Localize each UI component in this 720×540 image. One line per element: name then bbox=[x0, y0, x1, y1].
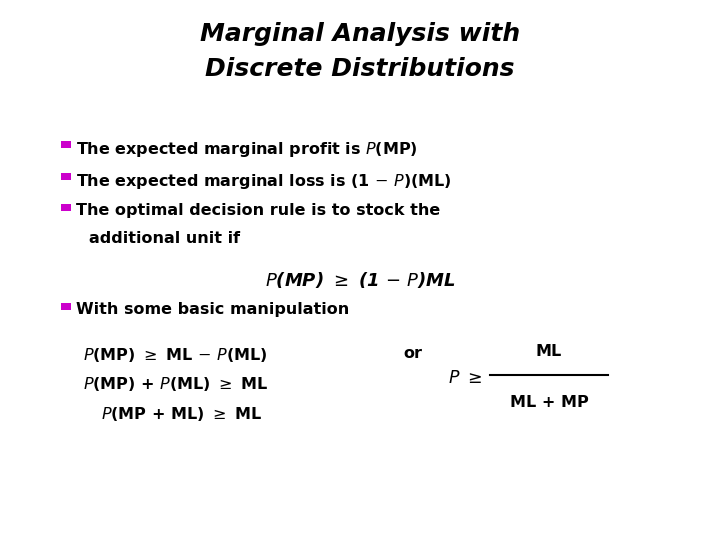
Text: or: or bbox=[403, 346, 422, 361]
Text: The expected marginal loss is (1 $-$ $\mathit{P}$)(ML): The expected marginal loss is (1 $-$ $\m… bbox=[76, 172, 451, 191]
Bar bbox=[61, 204, 71, 211]
Text: $\mathit{P}$(MP + ML) $\geq$ ML: $\mathit{P}$(MP + ML) $\geq$ ML bbox=[101, 405, 262, 423]
Text: ML: ML bbox=[536, 343, 562, 359]
Bar bbox=[61, 172, 71, 179]
Text: With some basic manipulation: With some basic manipulation bbox=[76, 302, 349, 318]
Text: additional unit if: additional unit if bbox=[89, 231, 240, 246]
Text: Discrete Distributions: Discrete Distributions bbox=[205, 57, 515, 80]
Text: $\mathit{P}$(MP) $\geq$ ML $-$ $\mathit{P}$(ML): $\mathit{P}$(MP) $\geq$ ML $-$ $\mathit{… bbox=[83, 346, 267, 363]
Text: ML + MP: ML + MP bbox=[510, 395, 588, 410]
Bar bbox=[61, 303, 71, 310]
Text: The optimal decision rule is to stock the: The optimal decision rule is to stock th… bbox=[76, 203, 440, 218]
Bar bbox=[61, 141, 71, 148]
Text: Marginal Analysis with: Marginal Analysis with bbox=[200, 22, 520, 45]
Text: $\mathit{P}$ $\geq$: $\mathit{P}$ $\geq$ bbox=[448, 369, 482, 387]
Text: $\mathit{P}$(MP) + $\mathit{P}$(ML) $\geq$ ML: $\mathit{P}$(MP) + $\mathit{P}$(ML) $\ge… bbox=[83, 375, 268, 393]
Text: $\mathit{P}$(MP) $\geq$ (1 $-$ $\mathit{P}$)ML: $\mathit{P}$(MP) $\geq$ (1 $-$ $\mathit{… bbox=[265, 270, 455, 290]
Text: The expected marginal profit is $\mathit{P}$(MP): The expected marginal profit is $\mathit… bbox=[76, 140, 418, 159]
